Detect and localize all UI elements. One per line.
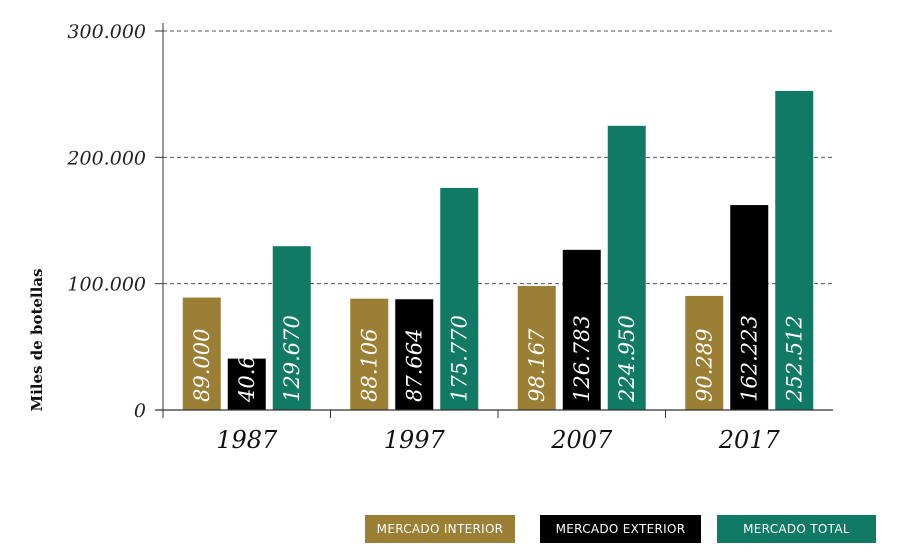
- x-axis-ticks: 1987 1997 2007 2017: [216, 410, 781, 454]
- data-label: 89.000: [190, 329, 214, 402]
- x-tick-label: 2007: [550, 426, 613, 454]
- data-label: 252.512: [782, 315, 806, 403]
- bar: [775, 90, 814, 411]
- y-tick-label: 100.000: [67, 274, 146, 296]
- data-label: 98.167: [525, 328, 549, 402]
- y-tick-label: 200.000: [66, 147, 146, 169]
- bar: [562, 249, 601, 410]
- bars: 89.000 40.670 129.670 88.106 87.664 175.770 98…: [182, 90, 814, 411]
- bar: [350, 298, 389, 410]
- bar: [395, 299, 434, 410]
- bar: [182, 297, 221, 410]
- data-label: 88.106: [357, 329, 381, 402]
- y-axis-ticks: 0 100.000 200.000 300.000: [66, 21, 163, 422]
- bar: [607, 125, 646, 410]
- x-tick-label: 1997: [384, 426, 446, 454]
- bar: [685, 295, 724, 410]
- data-label: 224.950: [615, 315, 639, 403]
- data-label: 175.770: [447, 315, 471, 402]
- data-label: 40.670: [235, 329, 259, 403]
- y-tick-label: 0: [134, 400, 146, 422]
- y-axis-label: Miles de botellas: [28, 269, 46, 412]
- data-label: 126.783: [570, 315, 594, 402]
- bar: [730, 205, 769, 410]
- bar: [272, 246, 311, 410]
- legend-item: MERCADO TOTAL: [717, 515, 876, 543]
- data-label: 87.664: [402, 329, 426, 402]
- bar: [440, 187, 479, 410]
- bar: [517, 285, 556, 410]
- legend-item: MERCADO INTERIOR: [365, 515, 515, 543]
- y-tick-label: 300.000: [67, 21, 146, 43]
- bar: [227, 358, 266, 410]
- axes: [155, 23, 833, 418]
- data-label: 129.670: [280, 315, 304, 402]
- data-label: 162.223: [737, 315, 761, 402]
- data-label: 90.289: [692, 329, 716, 402]
- legend-item: MERCADO EXTERIOR: [540, 515, 701, 543]
- x-tick-label: 1987: [216, 426, 278, 454]
- x-tick-label: 2017: [718, 426, 781, 454]
